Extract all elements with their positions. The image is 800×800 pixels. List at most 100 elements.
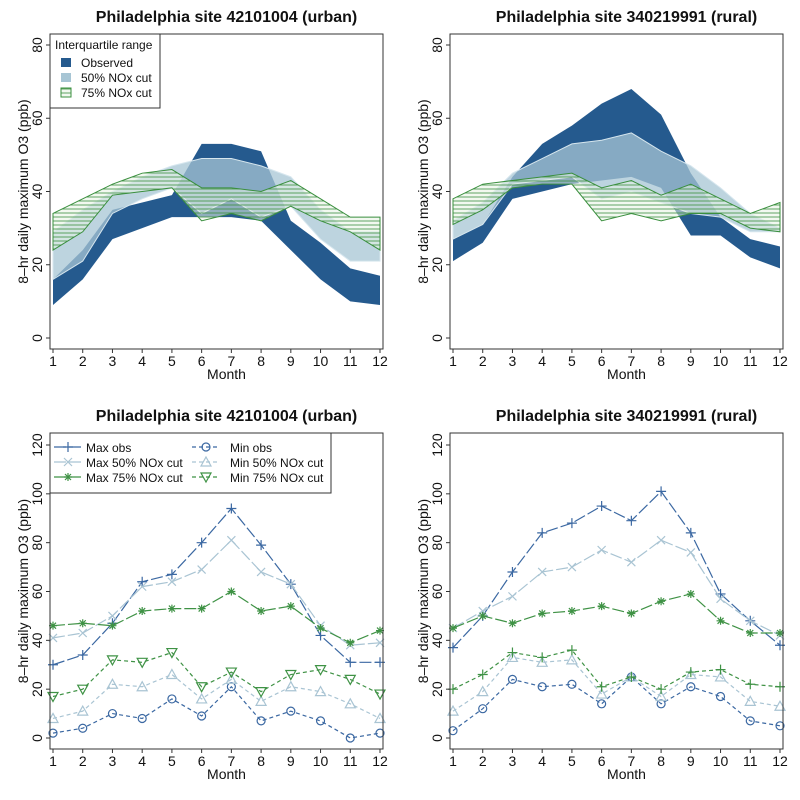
y-tick-label: 40 [29,184,45,200]
data-point [255,687,268,698]
data-point [595,687,608,699]
x-tick-label: 11 [343,353,358,369]
legend-swatch [61,58,71,67]
legend-swatch [61,73,71,82]
x-tick-label: 4 [138,753,146,769]
x-tick-label: 11 [343,753,358,769]
y-tick-label: 40 [29,632,45,648]
data-point [476,685,489,697]
x-axis-label: Month [607,366,646,382]
x-tick-label: 10 [313,753,329,769]
line-max-75-nox-cut [52,590,381,644]
data-point [255,695,268,706]
y-tick-label: 0 [429,734,445,742]
y-tick-label: 80 [29,37,45,53]
line-max-75-nox-cut [452,593,780,634]
data-point [344,674,357,686]
data-point-center [81,621,85,625]
data-point [108,611,117,621]
legend-marker [201,442,211,452]
panel-4: 1 2 3 4 5 6 7 8 9 10 11 12020406080100120Philadelph… [415,408,788,782]
data-point [78,628,88,638]
data-point [197,565,207,574]
data-point-center [451,626,455,630]
data-point [626,671,637,682]
data-point-center [110,624,114,628]
y-tick-label: 80 [29,535,45,551]
data-point [196,537,207,548]
data-point [745,616,755,626]
data-point [714,670,727,682]
data-point-center [348,641,352,645]
y-tick-label: 20 [29,681,45,697]
data-point [686,682,696,692]
x-tick-label: 8 [257,353,265,369]
x-tick-label: 6 [598,753,606,769]
chart-title: Philadelphia site 340219991 (rural) [496,9,757,26]
x-tick-label: 12 [772,753,788,769]
band-75-nox-cut [52,169,381,251]
data-point [656,535,666,545]
x-tick-label: 5 [568,353,576,369]
data-point [256,567,266,577]
data-point [537,527,548,538]
x-tick-label: 8 [657,353,665,369]
data-point [508,591,517,601]
x-tick-label: 9 [687,753,695,769]
data-point-center [629,611,633,615]
y-axis-label: 8–hr daily maximum O3 (ppb) [415,499,431,683]
data-point [685,667,696,678]
legend-marker [63,457,73,467]
data-point [165,647,178,659]
data-point [77,649,88,660]
data-point [715,664,726,675]
legend-entry: Min obs [230,441,272,455]
x-tick-label: 3 [109,353,117,369]
y-tick-label: 100 [29,482,45,506]
data-point [745,716,755,726]
data-point [566,645,577,656]
y-tick-label: 0 [29,734,45,742]
y-tick-label: 60 [29,110,45,126]
y-tick-label: 120 [29,433,45,457]
data-point [137,713,147,724]
data-point [597,699,607,709]
legend-marker-center [66,475,70,479]
x-tick-label: 12 [372,353,388,369]
data-point [656,486,667,497]
data-point [656,699,666,709]
data-point [745,679,756,690]
x-tick-label: 5 [568,753,576,769]
x-tick-label: 5 [168,353,176,369]
data-point [626,515,637,526]
chart-title: Philadelphia site 42101004 (urban) [96,408,357,425]
data-point [226,682,236,692]
legend-entry: Max obs [86,441,131,455]
x-tick-label: 1 [449,353,457,369]
y-tick-label: 40 [429,184,445,200]
x-tick-label: 6 [198,753,206,769]
data-point [107,708,118,719]
data-point [314,685,327,697]
y-tick-label: 0 [29,334,45,342]
data-point [506,651,519,663]
plot-background [450,433,783,749]
legend-title: Interquartile range [55,38,153,52]
data-point-center [200,607,204,611]
x-tick-label: 4 [138,353,146,369]
data-point-center [600,604,604,608]
legend-entry: Observed [81,56,133,70]
y-tick-label: 40 [429,632,445,648]
x-tick-label: 1 [49,353,57,369]
data-point [137,582,147,592]
x-tick-label: 5 [168,753,176,769]
data-point [537,567,547,577]
data-point [137,576,148,587]
data-point [626,557,636,567]
chart-title: Philadelphia site 42101004 (urban) [96,9,357,26]
y-tick-label: 80 [429,37,445,53]
x-tick-label: 7 [227,353,235,369]
